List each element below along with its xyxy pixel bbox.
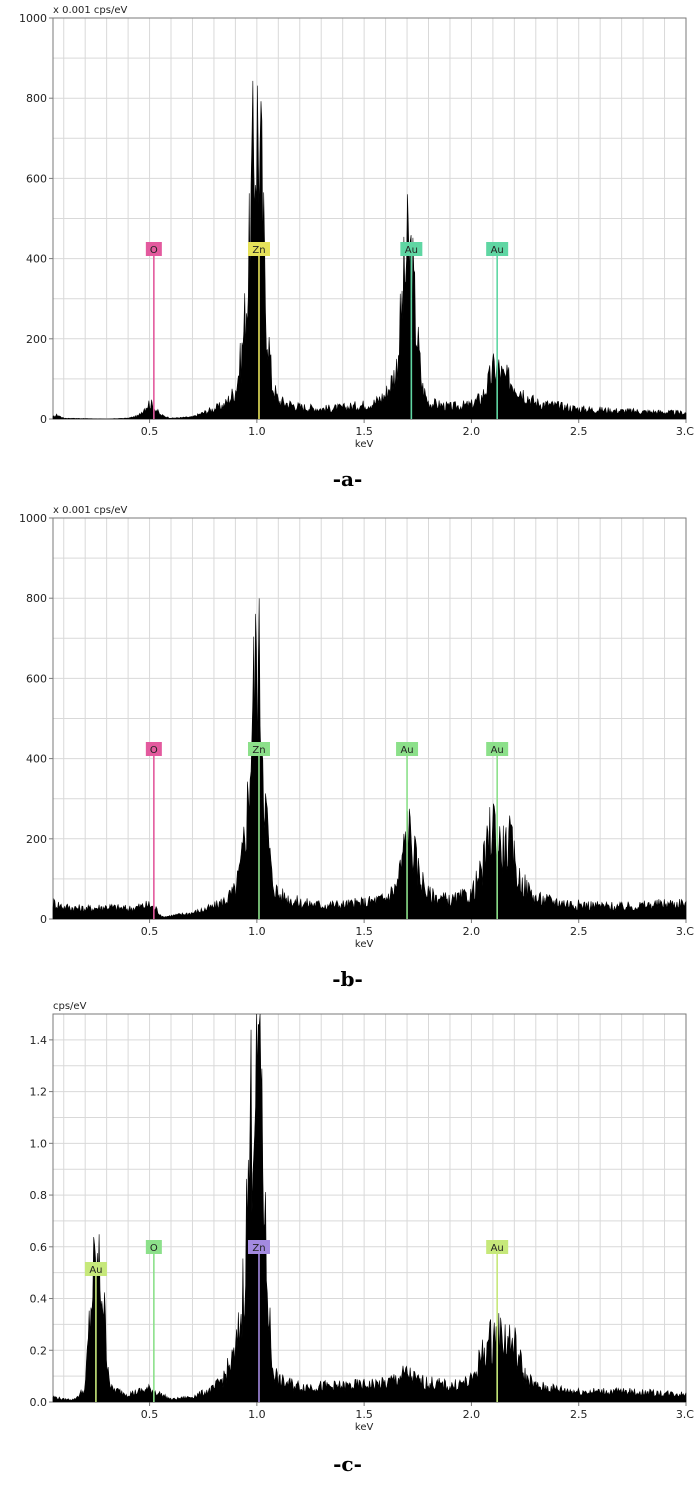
- marker-badge-au: [486, 242, 509, 256]
- marker-badge-zn: [247, 742, 270, 756]
- x-axis-label: keV: [355, 1422, 374, 1433]
- marker-label-au: Au: [400, 745, 413, 756]
- marker-label-zn: Zn: [252, 745, 265, 756]
- y-tick-label: 1.2: [30, 1086, 48, 1099]
- y-tick-label: 800: [26, 92, 47, 105]
- spectrum-panel-b: x 0.001 cps/eV 0 200 400 600 800 1000 0.5 1.0 1.5…: [0, 500, 695, 955]
- y-tick-label: 200: [26, 833, 47, 846]
- marker-label-au: Au: [491, 245, 504, 256]
- marker-badge-au: [84, 1262, 107, 1276]
- y-tick-label: 1000: [19, 512, 47, 525]
- marker-label-au: Au: [491, 1243, 504, 1254]
- x-tick-label: 3.C: [676, 425, 694, 438]
- eds-spectrum-chart-c: cps/eV 0.0 0.2 0.4 0.6 0.8 1.0 1.2 1.4 0.5 1.0 1.5 2…: [30, 1001, 695, 1433]
- spectrum-area: [52, 1013, 687, 1403]
- marker-badge-zn: [247, 1240, 270, 1254]
- x-tick-label: 2.5: [570, 425, 588, 438]
- marker-label-au: Au: [491, 745, 504, 756]
- marker-badge-o: [145, 242, 162, 256]
- x-tick-label: 2.0: [463, 1408, 481, 1421]
- x-tick-label: 1.5: [355, 1408, 373, 1421]
- y-tick-label: 0.2: [30, 1344, 48, 1357]
- y-tick-label: 400: [26, 753, 47, 766]
- y-tick-label: 0.6: [30, 1241, 48, 1254]
- marker-badge-au: [400, 242, 423, 256]
- x-tick-label: 2.0: [463, 925, 481, 938]
- plot-frame: [52, 1013, 687, 1403]
- y-tick-label: 1000: [19, 12, 47, 25]
- x-axis-label: keV: [355, 439, 374, 450]
- x-tick-label: 0.5: [141, 925, 159, 938]
- grid: [53, 17, 687, 420]
- y-tick-label: 1.4: [30, 1034, 48, 1047]
- grid: [53, 517, 687, 920]
- eds-spectrum-chart-b: x 0.001 cps/eV 0 200 400 600 800 1000 0.5 1.0 1.5…: [19, 505, 694, 950]
- y-tick-label: 800: [26, 592, 47, 605]
- y-tick-label: 0.0: [30, 1396, 48, 1409]
- x-tick-label: 0.5: [141, 425, 159, 438]
- y-unit-label: x 0.001 cps/eV: [53, 5, 127, 16]
- x-tick-label: 1.5: [355, 425, 373, 438]
- marker-badge-au: [396, 742, 419, 756]
- y-tick-label: 0: [40, 413, 47, 426]
- y-unit-label: cps/eV: [53, 1001, 87, 1012]
- marker-badge-au: [486, 742, 509, 756]
- x-tick-label: 2.5: [570, 925, 588, 938]
- spectrum-panel-c: cps/eV 0.0 0.2 0.4 0.6 0.8 1.0 1.2 1.4 0.5 1.0 1.5 2…: [0, 1000, 695, 1440]
- y-tick-label: 600: [26, 172, 47, 185]
- x-tick-label: 0.5: [141, 1408, 159, 1421]
- y-tick-label: 200: [26, 333, 47, 346]
- spectrum-panel-a: x 0.001 cps/eV 0 200 400 600 800 1000 0.5 1.0 1.5…: [0, 0, 695, 455]
- y-tick-label: 0.8: [30, 1189, 48, 1202]
- marker-badge-zn: [247, 242, 270, 256]
- y-tick-label: 600: [26, 672, 47, 685]
- y-tick-label: 0.4: [30, 1293, 48, 1306]
- x-tick-label: 1.0: [248, 925, 266, 938]
- caption-b: -b-: [332, 967, 363, 991]
- spectrum-area: [52, 80, 687, 420]
- marker-label-o: O: [150, 1243, 158, 1254]
- marker-badge-o: [145, 742, 162, 756]
- marker-label-au: Au: [89, 1265, 102, 1276]
- grid: [53, 1013, 687, 1403]
- marker-badge-au: [486, 1240, 509, 1254]
- x-tick-label: 2.0: [463, 425, 481, 438]
- marker-label-zn: Zn: [252, 1243, 265, 1254]
- x-tick-label: 2.5: [570, 1408, 588, 1421]
- x-tick-label: 3.C: [676, 925, 694, 938]
- caption-a: -a-: [332, 467, 363, 491]
- x-axis-label: keV: [355, 939, 374, 950]
- eds-spectrum-chart-a: x 0.001 cps/eV 0 200 400 600 800 1000 0.5 1.0 1.5…: [19, 5, 694, 450]
- y-tick-label: 400: [26, 253, 47, 266]
- x-tick-label: 3.C: [676, 1408, 694, 1421]
- x-tick-label: 1.0: [248, 425, 266, 438]
- y-tick-label: 0: [40, 913, 47, 926]
- x-tick-label: 1.0: [248, 1408, 266, 1421]
- marker-badge-o: [145, 1240, 162, 1254]
- marker-label-o: O: [150, 245, 158, 256]
- x-tick-label: 1.5: [355, 925, 373, 938]
- marker-label-o: O: [150, 745, 158, 756]
- marker-label-zn: Zn: [252, 245, 265, 256]
- marker-label-au: Au: [405, 245, 418, 256]
- spectrum-area: [52, 598, 687, 920]
- y-tick-label: 1.0: [30, 1137, 48, 1150]
- y-unit-label: x 0.001 cps/eV: [53, 505, 127, 516]
- caption-c: -c-: [333, 1452, 362, 1476]
